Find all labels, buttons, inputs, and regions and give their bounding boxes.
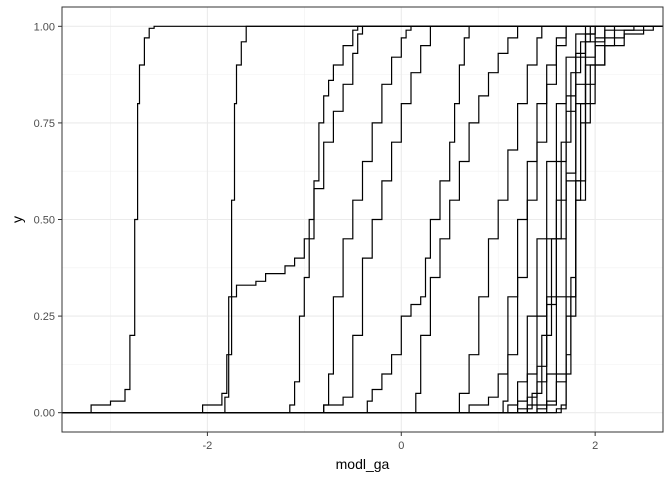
y-tick-label: 0.50 xyxy=(34,215,55,227)
y-axis: 0.00 0.25 0.50 0.75 1.00 xyxy=(34,21,62,420)
x-tick-label: 0 xyxy=(398,440,404,452)
ecdf-line xyxy=(62,25,663,414)
x-axis-title: modl_ga xyxy=(336,456,390,472)
x-tick-label: 2 xyxy=(592,440,598,452)
ecdf-line xyxy=(62,25,663,414)
y-tick-label: 1.00 xyxy=(34,21,55,33)
y-axis-title: y xyxy=(9,216,25,223)
ecdf-line xyxy=(62,25,663,414)
ecdf-line xyxy=(62,25,663,414)
ecdf-line xyxy=(62,25,663,414)
x-tick-label: -2 xyxy=(203,440,213,452)
x-axis: -2 0 2 xyxy=(203,432,598,452)
ecdf-line xyxy=(62,25,663,414)
ecdf-line xyxy=(62,25,663,414)
y-tick-label: 0.00 xyxy=(34,408,55,420)
y-tick-label: 0.25 xyxy=(34,311,55,323)
ecdf-line xyxy=(62,25,663,414)
ecdf-line xyxy=(62,25,663,414)
ecdf-line xyxy=(62,25,663,414)
series-lines xyxy=(62,25,663,414)
ecdf-line xyxy=(62,25,663,414)
ecdf-line xyxy=(62,25,663,414)
ecdf-line xyxy=(62,25,663,414)
ecdf-line xyxy=(62,25,663,414)
y-tick-label: 0.75 xyxy=(34,118,55,130)
ecdf-line xyxy=(62,25,663,414)
